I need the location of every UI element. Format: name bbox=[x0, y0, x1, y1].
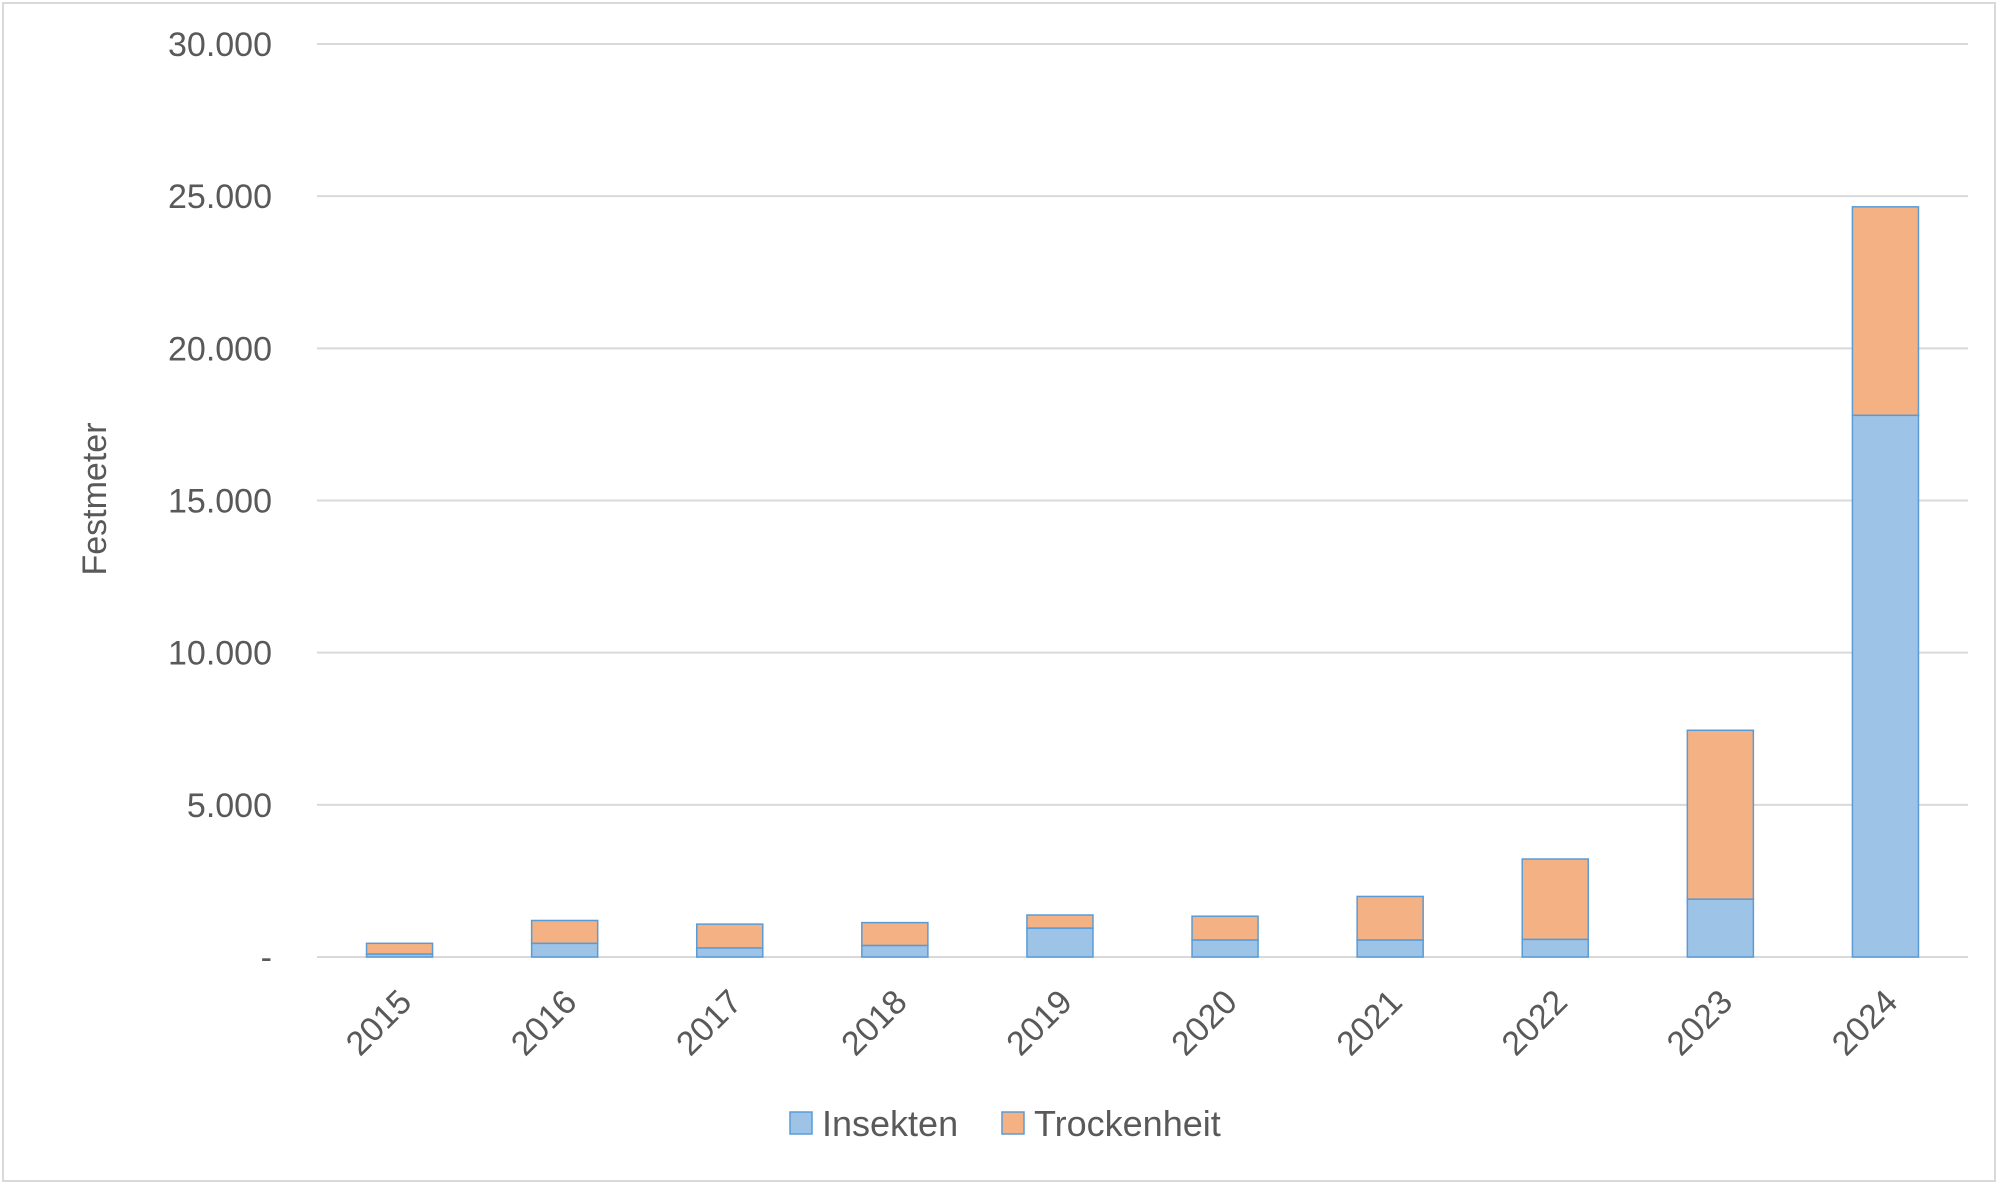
x-tick-label: 2016 bbox=[504, 983, 584, 1063]
x-tick-label: 2024 bbox=[1825, 983, 1905, 1063]
y-tick-label: 5.000 bbox=[187, 787, 272, 825]
x-axis-ticks: 2015 2016 2017 2018 2019 2020 2021 2022 2023 2024 bbox=[339, 983, 1905, 1063]
bar-trockenheit-2020 bbox=[1191, 915, 1259, 941]
gridlines bbox=[317, 43, 1968, 958]
x-tick-label: 2023 bbox=[1660, 983, 1740, 1063]
y-tick-label: 25.000 bbox=[168, 178, 272, 216]
bars bbox=[365, 206, 1920, 958]
y-axis-ticks: - 5.000 10.000 15.000 20.000 25.000 30.000 bbox=[168, 26, 272, 977]
legend-label-insekten: Insekten bbox=[822, 1103, 958, 1144]
y-axis-title: Festmeter bbox=[76, 422, 114, 575]
x-tick-label: 2019 bbox=[999, 983, 1079, 1063]
bar-insekten-2016 bbox=[530, 942, 599, 958]
bar-trockenheit-2021 bbox=[1356, 895, 1424, 941]
x-tick-label: 2018 bbox=[834, 983, 914, 1063]
bar-insekten-2019 bbox=[1026, 927, 1094, 958]
bar-trockenheit-2024 bbox=[1851, 206, 1920, 417]
bar-insekten-2023 bbox=[1686, 898, 1755, 958]
bar-trockenheit-2022 bbox=[1521, 858, 1590, 941]
bar-insekten-2021 bbox=[1356, 939, 1424, 958]
bar-trockenheit-2018 bbox=[861, 921, 929, 947]
bar-trockenheit-2016 bbox=[530, 919, 599, 945]
y-tick-label: 30.000 bbox=[168, 26, 272, 64]
bar-trockenheit-2017 bbox=[695, 923, 764, 949]
legend: Insekten Trockenheit bbox=[789, 1103, 1221, 1144]
x-tick-label: 2022 bbox=[1495, 983, 1575, 1063]
bar-insekten-2017 bbox=[695, 947, 764, 958]
bar-insekten-2018 bbox=[861, 944, 929, 958]
x-tick-label: 2017 bbox=[669, 983, 749, 1063]
x-tick-label: 2021 bbox=[1329, 983, 1409, 1063]
bar-insekten-2020 bbox=[1191, 939, 1259, 958]
bar-insekten-2022 bbox=[1521, 938, 1590, 958]
bar-trockenheit-2019 bbox=[1026, 914, 1094, 929]
y-tick-label: 20.000 bbox=[168, 330, 272, 368]
legend-label-trockenheit: Trockenheit bbox=[1034, 1103, 1221, 1144]
y-tick-label: 10.000 bbox=[168, 635, 272, 673]
bar-trockenheit-2015 bbox=[365, 942, 434, 955]
x-tick-label: 2015 bbox=[339, 983, 419, 1063]
legend-swatch-trockenheit bbox=[1001, 1111, 1025, 1135]
legend-swatch-insekten bbox=[789, 1111, 813, 1135]
bar-trockenheit-2023 bbox=[1686, 729, 1755, 900]
y-tick-label: - bbox=[261, 939, 272, 977]
bar-insekten-2024 bbox=[1851, 414, 1920, 958]
x-tick-label: 2020 bbox=[1164, 983, 1244, 1063]
y-tick-label: 15.000 bbox=[168, 483, 272, 521]
stacked-bar-chart: - 5.000 10.000 15.000 20.000 25.000 30.000 201… bbox=[76, 26, 1968, 1144]
